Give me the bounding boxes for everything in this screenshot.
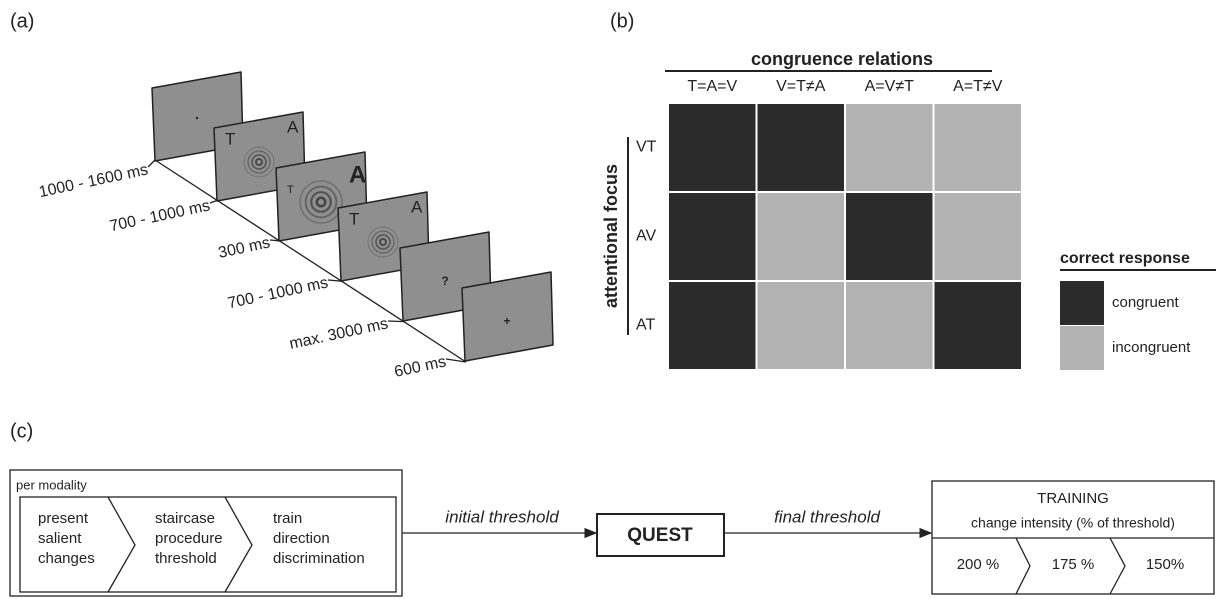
column-label: A=T≠V — [953, 78, 1003, 95]
letter: A — [349, 161, 366, 188]
arrow-label: final threshold — [774, 507, 880, 526]
ring — [310, 191, 332, 213]
cell — [755, 102, 846, 193]
duration-line — [209, 199, 218, 204]
letter: T — [349, 209, 359, 228]
legend-label: congruent — [1112, 294, 1180, 311]
legend-label: incongruent — [1112, 339, 1191, 356]
letter: A — [411, 197, 423, 216]
quest-box — [596, 513, 725, 557]
column-label: T=A=V — [687, 78, 737, 95]
steps-box — [19, 496, 397, 593]
legend-swatch — [1060, 281, 1104, 325]
screen: + — [461, 271, 554, 362]
step-text: train — [273, 510, 302, 527]
panel-b: (b) congruence relations attentional foc… — [601, 10, 1216, 371]
chevrons — [107, 496, 253, 593]
ring — [243, 146, 275, 178]
ring — [367, 226, 399, 258]
cell — [844, 102, 935, 193]
symbol: + — [503, 314, 510, 328]
step-text: salient — [38, 530, 82, 547]
ring — [315, 196, 327, 208]
duration: max. 3000 ms — [288, 315, 390, 353]
column-label: A=V≠T — [865, 78, 914, 95]
duration-line — [327, 279, 342, 282]
duration-line — [387, 320, 404, 323]
cell — [755, 191, 846, 282]
row-label: AV — [636, 228, 656, 245]
row-label: VT — [636, 139, 657, 156]
fixation-dot — [195, 116, 199, 120]
step-text: staircase — [155, 510, 215, 527]
quest: QUEST — [627, 525, 693, 546]
cell — [932, 280, 1023, 371]
training-step: 200 % — [957, 556, 1000, 573]
screen-frame — [461, 271, 554, 362]
duration-line — [147, 159, 156, 168]
duration-line — [269, 239, 280, 242]
cell — [844, 280, 935, 371]
timeline — [154, 159, 467, 363]
letter: T — [287, 184, 294, 196]
cell — [932, 191, 1023, 282]
panel-label: (a) — [10, 10, 34, 32]
symbol: ? — [441, 274, 448, 288]
ring — [299, 180, 343, 224]
panel-label: (b) — [610, 10, 634, 32]
duration: 300 ms — [217, 234, 272, 262]
step-text: direction — [273, 530, 330, 547]
ring — [251, 154, 267, 170]
duration: 1000 - 1600 ms — [37, 161, 149, 201]
step-text: present — [38, 510, 89, 527]
duration: 700 - 1000 ms — [108, 197, 212, 235]
chevrons — [1015, 537, 1126, 595]
panel-label: (c) — [10, 420, 33, 442]
training-step: 175 % — [1052, 556, 1095, 573]
ring — [304, 185, 338, 219]
legend-swatch — [1060, 326, 1104, 370]
duration: 600 ms — [393, 353, 448, 381]
column-label: V=T≠A — [776, 78, 826, 95]
cell — [755, 280, 846, 371]
ring — [379, 238, 387, 246]
panel-c: (c) per modality initial threshold QUEST… — [9, 420, 1215, 597]
group-title: per modality — [16, 477, 87, 492]
duration-line — [445, 358, 467, 363]
ring — [371, 230, 395, 254]
cell — [667, 280, 758, 371]
training-step: 150% — [1146, 556, 1184, 573]
ring — [247, 150, 271, 174]
step-text: changes — [38, 550, 95, 567]
arrow-label: initial threshold — [445, 507, 559, 526]
step-text: threshold — [155, 550, 217, 567]
cell — [667, 191, 758, 282]
cell — [667, 102, 758, 193]
row-title: attentional focus — [601, 164, 621, 308]
step-text: procedure — [155, 530, 223, 547]
duration: 700 - 1000 ms — [226, 274, 330, 312]
letter: T — [225, 129, 235, 148]
training-title: TRAINING — [1037, 490, 1109, 507]
ring — [375, 234, 391, 250]
step-text: discrimination — [273, 550, 365, 567]
column-title: congruence relations — [751, 49, 933, 69]
legend-title: correct response — [1060, 250, 1190, 267]
cell — [932, 102, 1023, 193]
cell — [844, 191, 935, 282]
row-label: AT — [636, 317, 655, 334]
ring — [255, 158, 263, 166]
training-subtitle: change intensity (% of threshold) — [971, 515, 1175, 531]
letter: A — [287, 117, 299, 136]
